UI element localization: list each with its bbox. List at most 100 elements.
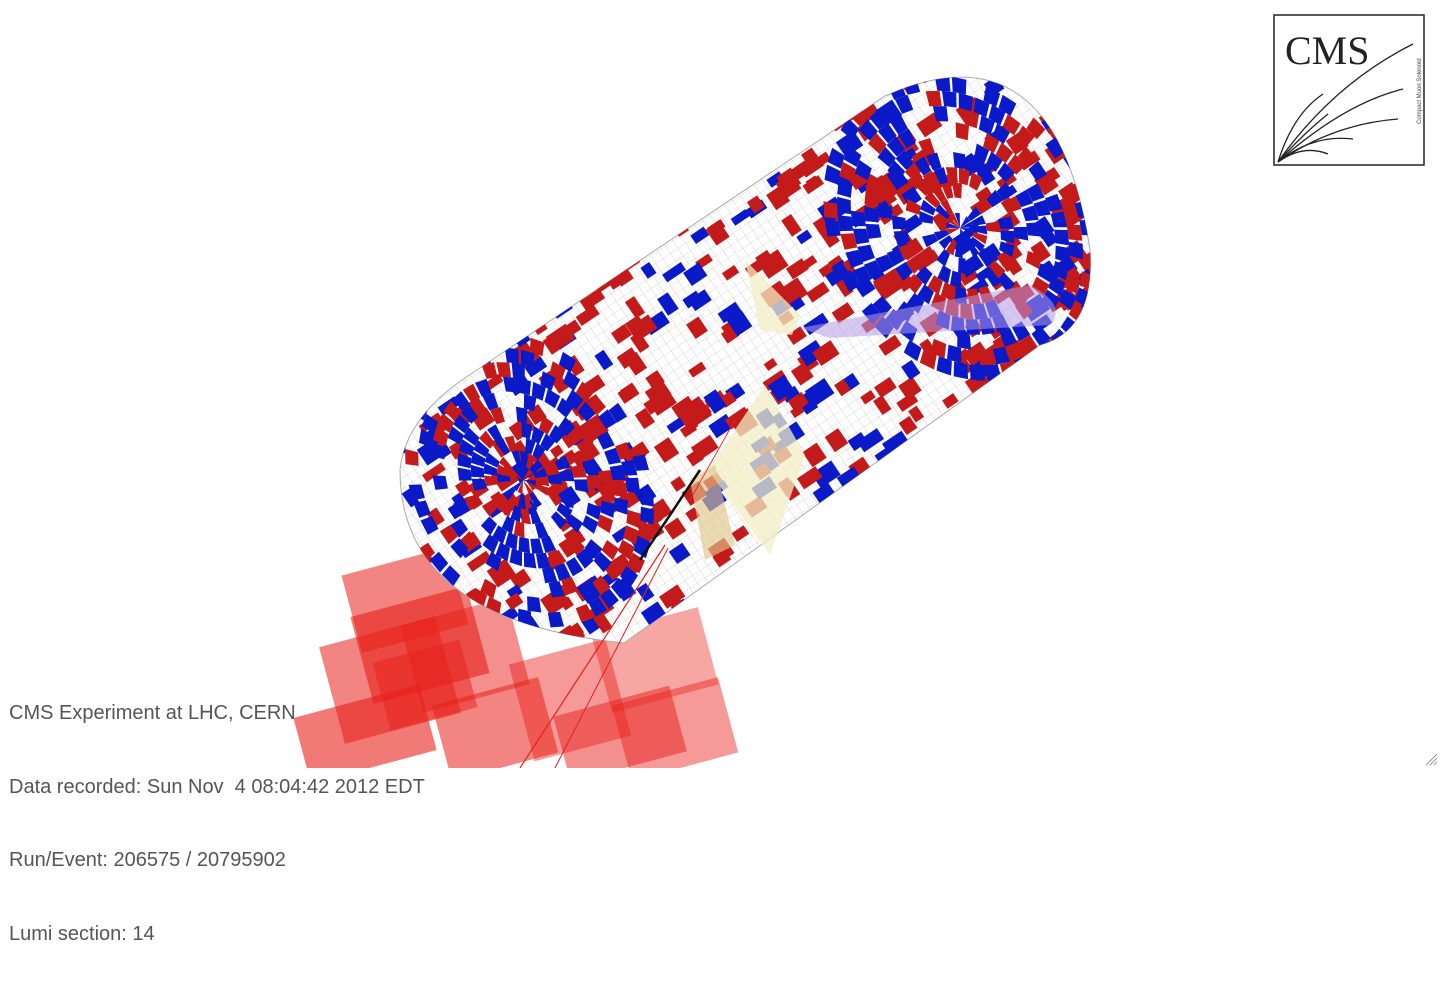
endcap-cell	[840, 233, 858, 250]
calorimeter-cell	[491, 202, 508, 221]
endcap-cell	[481, 332, 499, 349]
calorimeter-cell	[879, 473, 902, 495]
calorimeter-cell	[703, 389, 727, 414]
calorimeter-cell	[622, 441, 650, 466]
calorimeter-cell	[467, 77, 486, 97]
calorimeter-cell	[1090, 117, 1091, 144]
calorimeter-cell	[1098, 362, 1121, 383]
calorimeter-cell	[1093, 121, 1121, 149]
calorimeter-cell	[1007, 635, 1031, 643]
calorimeter-cell	[948, 412, 970, 435]
endcap-cell	[575, 604, 594, 623]
calorimeter-cell	[724, 406, 751, 430]
endcap-cell	[931, 184, 947, 203]
detector-scene[interactable]	[0, 0, 1440, 784]
endcap-cell	[558, 351, 576, 373]
endcap-cell	[988, 260, 1006, 279]
endcap-cell	[858, 119, 878, 141]
calorimeter-cell	[1056, 400, 1079, 424]
calorimeter-cell	[976, 442, 998, 465]
calorimeter-cell	[640, 601, 667, 627]
calorimeter-cell	[610, 323, 632, 344]
calorimeter-cell	[1056, 447, 1085, 474]
calorimeter-cell	[1073, 532, 1091, 554]
endcap-cell	[924, 190, 941, 209]
calorimeter-cell	[747, 616, 776, 643]
endcap-cell	[509, 548, 523, 567]
endcap-cell	[407, 373, 426, 395]
calorimeter-cell	[1087, 138, 1091, 163]
calorimeter-cell	[899, 512, 918, 531]
calorimeter-cell	[558, 537, 577, 558]
calorimeter-cell	[718, 133, 745, 160]
calorimeter-cell	[1089, 90, 1091, 113]
calorimeter-cell	[755, 249, 775, 269]
endcap-cell	[1069, 241, 1083, 260]
endcap-cell	[960, 221, 974, 228]
endcap-cell	[443, 401, 462, 421]
endcap-cell	[540, 371, 556, 391]
event-display[interactable]: CMS Experiment at LHC, CERN Data recorde…	[0, 0, 1440, 945]
endcap-cell	[518, 536, 531, 554]
calorimeter-cell	[524, 355, 548, 378]
endcap-cell	[560, 493, 576, 509]
endcap-cell	[431, 442, 446, 460]
calorimeter-cell	[642, 88, 668, 114]
calorimeter-cell	[993, 617, 1013, 639]
calorimeter-cell	[896, 470, 921, 496]
calorimeter-cell	[738, 624, 759, 643]
endcap-cell	[540, 433, 556, 452]
endcap-cell	[439, 343, 458, 363]
calorimeter-cell	[458, 275, 483, 299]
calorimeter-cell	[898, 376, 922, 401]
endcap-cell	[625, 477, 641, 494]
endcap-cell	[960, 228, 971, 243]
calorimeter-cell	[869, 614, 895, 640]
calorimeter-cell	[916, 431, 930, 445]
endcap-cell	[617, 539, 635, 560]
resize-grip-icon[interactable]	[1424, 752, 1438, 766]
endcap-cell	[408, 484, 425, 501]
endcap-cell	[845, 249, 864, 269]
calorimeter-cell	[889, 595, 910, 616]
calorimeter-cell	[502, 304, 530, 332]
calorimeter-cell	[1075, 325, 1091, 342]
calorimeter-cell	[486, 274, 503, 291]
calorimeter-cell	[992, 568, 1013, 587]
calorimeter-cell	[698, 157, 723, 180]
calorimeter-cell	[762, 91, 784, 112]
calorimeter-cell	[812, 340, 840, 366]
calorimeter-cell	[811, 460, 841, 489]
calorimeter-cell	[835, 576, 854, 596]
calorimeter-cell	[629, 92, 647, 108]
endcap-cell	[452, 337, 471, 356]
endcap-cell	[517, 465, 523, 480]
endcap-cell	[894, 261, 913, 281]
endcap-cell	[623, 525, 639, 545]
endcap-cell	[823, 201, 838, 219]
calorimeter-cell	[523, 245, 543, 262]
endcap-cell	[917, 284, 934, 305]
calorimeter-cell	[827, 517, 850, 540]
endcap-cell	[857, 244, 875, 263]
endcap-cell	[955, 122, 969, 141]
calorimeter-cell	[1008, 370, 1034, 394]
calorimeter-cell	[962, 341, 990, 368]
calorimeter-cell	[809, 514, 827, 533]
calorimeter-cell	[512, 286, 526, 300]
calorimeter-cell	[538, 261, 560, 282]
endcap-cell	[533, 467, 548, 479]
calorimeter-cell	[670, 476, 686, 492]
endcap-cell	[504, 347, 519, 364]
calorimeter-cell	[929, 557, 954, 579]
calorimeter-cell	[781, 214, 802, 237]
endcap-cell	[523, 393, 537, 412]
endcap-cell	[864, 206, 879, 223]
calorimeter-cell	[916, 520, 938, 540]
endcap-cell	[441, 565, 461, 587]
calorimeter-cell	[864, 543, 880, 560]
endcap-cell	[887, 160, 906, 181]
endcap-cell	[1015, 189, 1034, 208]
calorimeter-cell	[511, 231, 528, 247]
calorimeter-cell	[843, 77, 869, 96]
